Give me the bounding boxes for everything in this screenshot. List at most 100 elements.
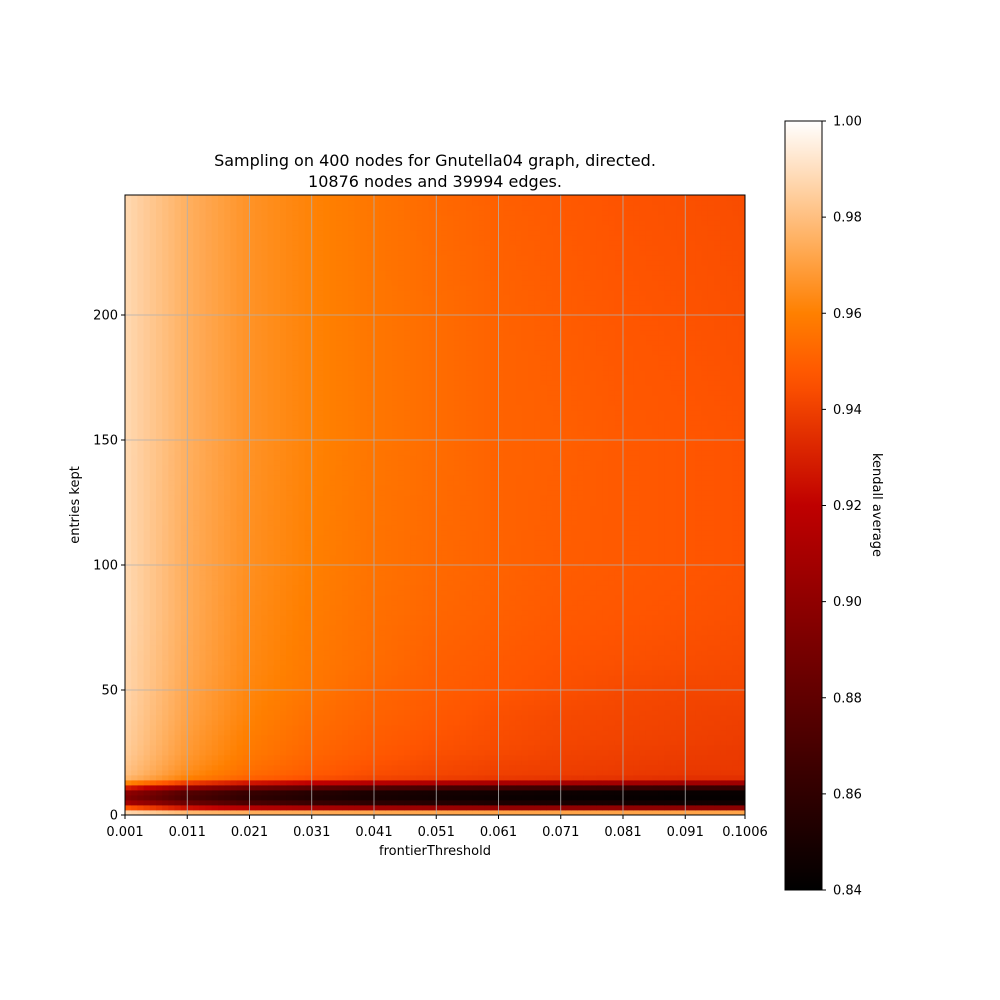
heatmap-cell — [391, 665, 399, 671]
heatmap-cell — [639, 665, 647, 671]
heatmap-cell — [714, 675, 721, 681]
heatmap-cell — [335, 615, 343, 621]
heatmap-cell — [323, 605, 330, 611]
heatmap-cell — [329, 590, 337, 596]
heatmap-cell — [528, 800, 535, 806]
heatmap-cell — [354, 675, 361, 681]
heatmap-cell — [280, 685, 287, 691]
heatmap-cell — [280, 690, 287, 696]
heatmap-cell — [670, 745, 678, 751]
heatmap-cell — [503, 615, 510, 621]
heatmap-cell — [571, 685, 578, 691]
heatmap-cell — [689, 680, 696, 686]
heatmap-cell — [478, 790, 485, 796]
heatmap-cell — [354, 570, 361, 576]
heatmap-cell — [459, 645, 467, 651]
heatmap-cell — [472, 670, 479, 676]
heatmap-cell — [143, 790, 151, 796]
heatmap-cell — [286, 575, 293, 581]
heatmap-cell — [422, 600, 430, 606]
heatmap-cell — [732, 670, 740, 676]
heatmap-cell — [608, 760, 616, 766]
heatmap-cell — [304, 805, 312, 811]
heatmap-cell — [714, 710, 721, 716]
heatmap-cell — [329, 615, 337, 621]
heatmap-cell — [273, 800, 281, 806]
heatmap-cell — [565, 755, 572, 761]
heatmap-cell — [577, 635, 585, 641]
heatmap-cell — [267, 710, 275, 716]
heatmap-cell — [354, 610, 361, 616]
heatmap-cell — [366, 705, 374, 711]
heatmap-cell — [435, 800, 442, 806]
heatmap-cell — [242, 640, 250, 646]
heatmap-cell — [658, 745, 665, 751]
heatmap-cell — [652, 720, 659, 726]
heatmap-cell — [540, 750, 547, 756]
heatmap-cell — [416, 565, 423, 571]
heatmap-cell — [298, 665, 306, 671]
heatmap-cell — [509, 630, 516, 636]
heatmap-cell — [614, 650, 622, 656]
heatmap-cell — [552, 770, 560, 776]
heatmap-cell — [670, 765, 678, 771]
heatmap-cell — [546, 765, 554, 771]
heatmap-cell — [614, 695, 622, 701]
heatmap-cell — [714, 810, 721, 816]
heatmap-cell — [583, 660, 591, 666]
heatmap-cell — [627, 700, 634, 706]
heatmap-cell — [162, 645, 169, 651]
heatmap-cell — [528, 735, 535, 741]
heatmap-cell — [552, 740, 560, 746]
heatmap-cell — [614, 805, 622, 811]
heatmap-cell — [497, 725, 504, 731]
heatmap-cell — [621, 650, 628, 656]
heatmap-cell — [676, 630, 684, 636]
heatmap-cell — [608, 715, 616, 721]
heatmap-cell — [304, 775, 312, 781]
heatmap-cell — [521, 615, 529, 621]
heatmap-cell — [503, 650, 510, 656]
heatmap-cell — [435, 590, 442, 596]
heatmap-cell — [329, 695, 337, 701]
heatmap-cell — [738, 610, 746, 616]
heatmap-cell — [162, 670, 169, 676]
heatmap-cell — [280, 790, 287, 796]
heatmap-cell — [205, 735, 213, 741]
heatmap-cell — [280, 715, 287, 721]
heatmap-cell — [230, 645, 237, 651]
heatmap-cell — [459, 585, 467, 591]
heatmap-cell — [187, 765, 194, 771]
heatmap-cell — [459, 615, 467, 621]
heatmap-cell — [174, 620, 182, 626]
heatmap-cell — [658, 700, 665, 706]
heatmap-cell — [329, 635, 337, 641]
heatmap-cell — [187, 680, 194, 686]
heatmap-cell — [645, 590, 653, 596]
heatmap-cell — [410, 750, 417, 756]
heatmap-cell — [292, 615, 299, 621]
heatmap-cell — [137, 720, 144, 726]
heatmap-cell — [720, 655, 727, 661]
heatmap-cell — [236, 645, 244, 651]
heatmap-cell — [342, 580, 349, 586]
heatmap-cell — [633, 665, 640, 671]
heatmap-cell — [379, 715, 386, 721]
heatmap-cell — [596, 705, 603, 711]
heatmap-cell — [472, 640, 479, 646]
heatmap-cell — [230, 650, 237, 656]
heatmap-cell — [205, 625, 213, 631]
heatmap-cell — [577, 620, 585, 626]
heatmap-cell — [565, 675, 572, 681]
heatmap-cell — [738, 625, 746, 631]
heatmap-cell — [236, 745, 244, 751]
heatmap-cell — [156, 760, 163, 766]
heatmap-cell — [714, 725, 721, 731]
heatmap-cell — [298, 580, 306, 586]
heatmap-cell — [515, 780, 523, 786]
heatmap-cell — [125, 635, 132, 641]
heatmap-cell — [565, 620, 572, 626]
heatmap-cell — [720, 590, 727, 596]
heatmap-cell — [720, 595, 727, 601]
heatmap-cell — [404, 665, 411, 671]
